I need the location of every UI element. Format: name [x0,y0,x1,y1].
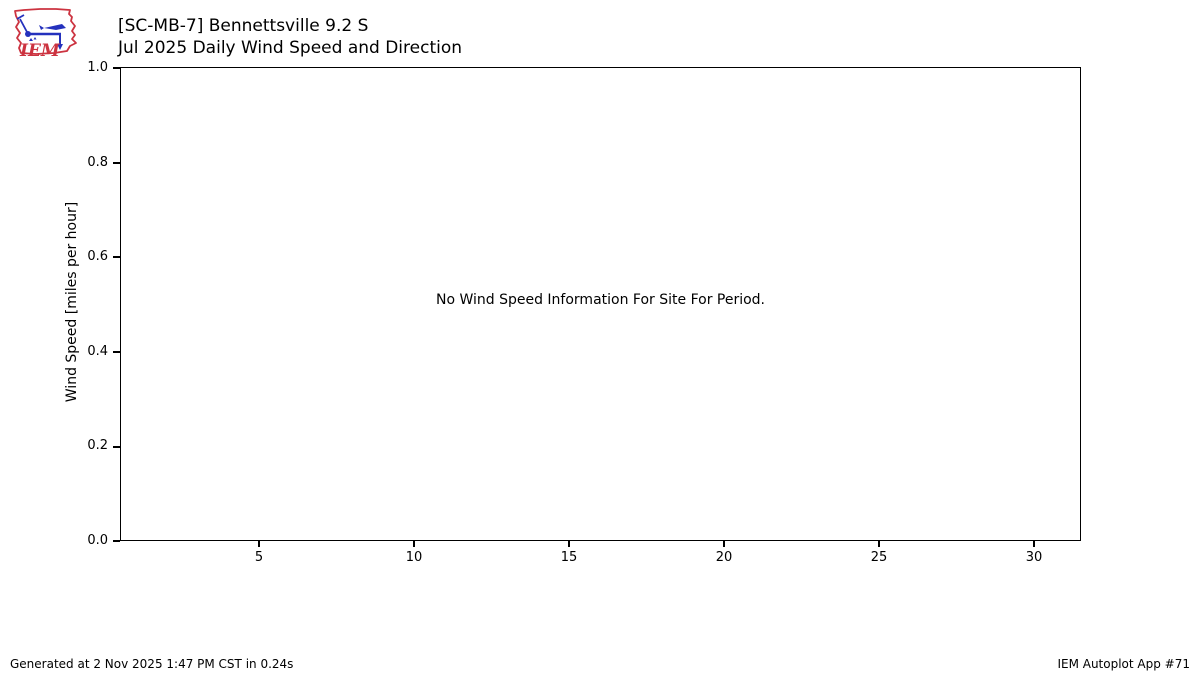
x-tick-label: 5 [254,550,264,565]
no-data-message: No Wind Speed Information For Site For P… [435,292,766,308]
y-tick-label: 0.8 [87,155,108,170]
y-tick-label: 0.4 [87,344,108,359]
chart-subtitle: Jul 2025 Daily Wind Speed and Direction [118,38,463,58]
x-tick-label: 20 [715,550,733,565]
x-tickmark [723,541,725,547]
plot-area [120,67,1081,541]
x-tickmark [258,541,260,547]
iem-logo: IEM [14,8,77,60]
y-tickmark [113,256,120,258]
x-tickmark [568,541,570,547]
y-tickmark [113,67,120,69]
y-tick-label: 0.6 [87,249,108,264]
y-axis-label: Wind Speed [miles per hour] [64,201,80,403]
app-reference: IEM Autoplot App #71 [1057,657,1190,671]
x-tickmark [413,541,415,547]
x-tick-label: 30 [1025,550,1043,565]
x-tickmark [1033,541,1035,547]
y-tick-label: 0.2 [87,438,108,453]
logo-iem-text: IEM [19,41,61,60]
y-tick-label: 1.0 [87,60,108,75]
anemometer-icon [16,14,66,50]
y-tickmark [113,446,120,448]
x-tick-label: 15 [560,550,578,565]
chart-title-block: [SC-MB-7] Bennettsville 9.2 S Jul 2025 D… [118,15,462,59]
y-tickmark [113,351,120,353]
y-tickmark [113,540,120,542]
x-tick-label: 25 [870,550,888,565]
x-tick-label: 10 [405,550,423,565]
chart-title: [SC-MB-7] Bennettsville 9.2 S [118,16,369,36]
generated-timestamp: Generated at 2 Nov 2025 1:47 PM CST in 0… [10,657,294,671]
x-tickmark [878,541,880,547]
y-tickmark [113,162,120,164]
y-tick-label: 0.0 [87,533,108,548]
